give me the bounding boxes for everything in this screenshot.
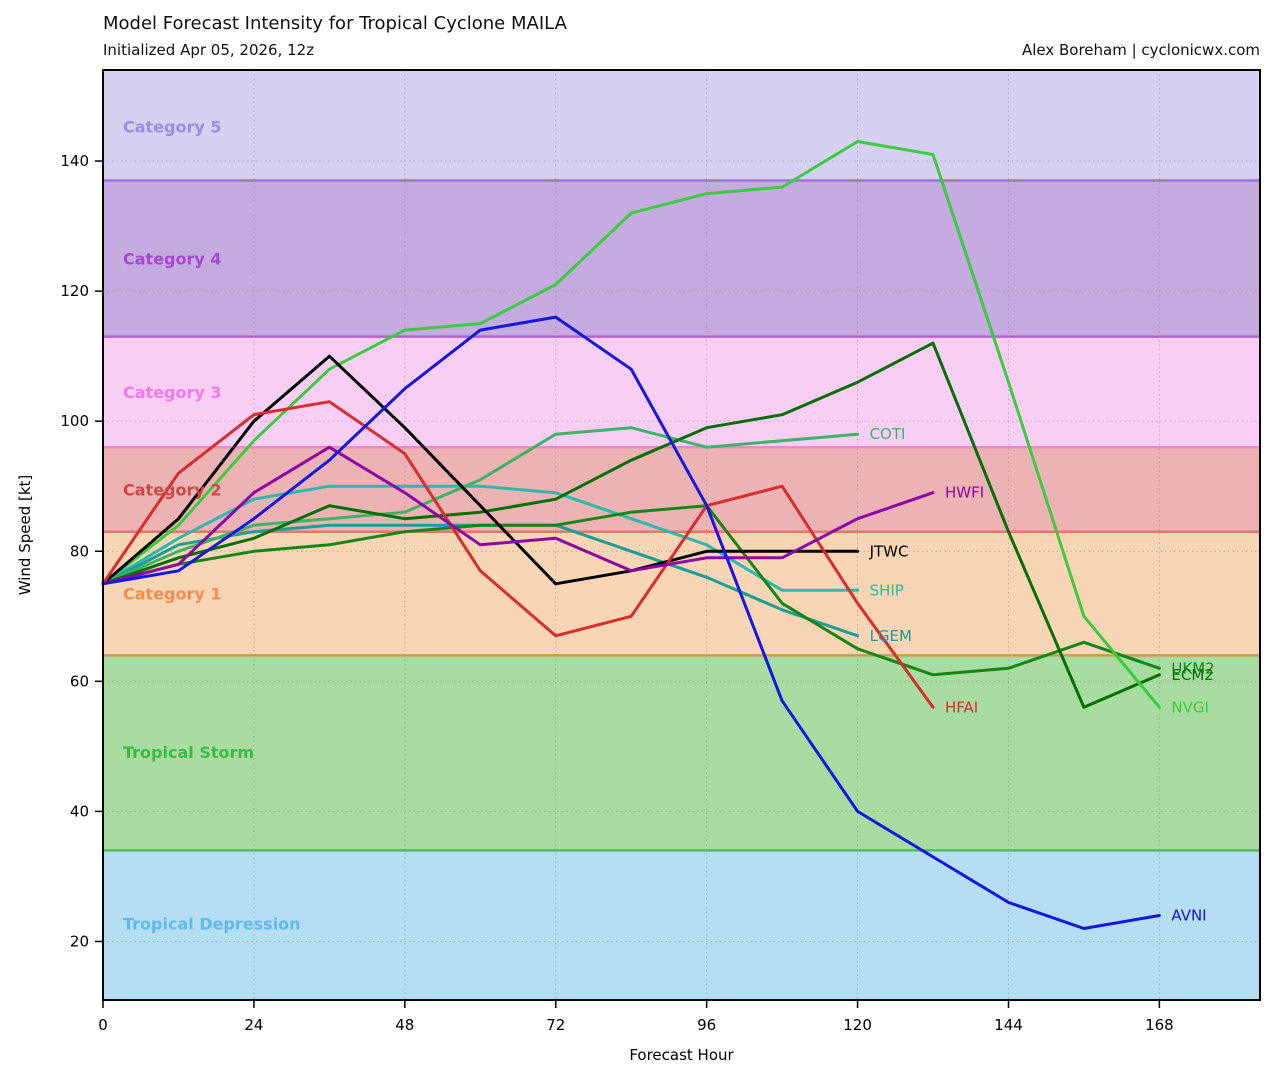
chart-subtitle: Initialized Apr 05, 2026, 12z <box>103 41 315 59</box>
x-tick-label-48: 48 <box>395 1016 414 1034</box>
y-tick-label-120: 120 <box>60 282 89 300</box>
series-line-ECM2 <box>101 341 1161 709</box>
x-tick-label-0: 0 <box>98 1016 108 1034</box>
series-line-UKM2 <box>101 504 1161 677</box>
x-tick-label-72: 72 <box>546 1016 565 1034</box>
series-label-UKM2: UKM2 <box>1171 659 1214 677</box>
series-label-AVNI: AVNI <box>1171 906 1206 924</box>
chart-title: Model Forecast Intensity for Tropical Cy… <box>103 13 567 34</box>
y-tick-label-100: 100 <box>60 412 89 430</box>
category-label-category-5: Category 5 <box>123 118 222 137</box>
band-category-3 <box>103 336 1260 448</box>
band-category-5 <box>103 70 1260 181</box>
series-label-ECM2: ECM2 <box>1171 666 1213 684</box>
series-label-SHIP: SHIP <box>870 581 904 599</box>
x-tick-label-168: 168 <box>1145 1016 1174 1034</box>
category-label-tropical-storm: Tropical Storm <box>123 743 254 762</box>
x-tick-label-144: 144 <box>994 1016 1023 1034</box>
series-label-LGEM: LGEM <box>870 627 912 645</box>
category-label-tropical-depression: Tropical Depression <box>123 914 301 933</box>
series-label-HWFI: HWFI <box>945 484 984 502</box>
band-tropical-storm <box>103 655 1260 851</box>
series-label-HFAI: HFAI <box>945 698 978 716</box>
series-label-JTWC: JTWC <box>869 542 909 560</box>
y-tick-label-20: 20 <box>70 932 89 950</box>
category-label-category-1: Category 1 <box>123 585 222 604</box>
y-tick-label-40: 40 <box>70 802 89 820</box>
series-line-AVNI <box>101 315 1161 930</box>
category-label-category-4: Category 4 <box>123 250 222 269</box>
y-tick-label-60: 60 <box>70 672 89 690</box>
y-tick-label-140: 140 <box>60 152 89 170</box>
plot-frame <box>102 69 1261 1001</box>
series-line-HFAI <box>101 400 935 709</box>
category-label-category-3: Category 3 <box>123 383 222 402</box>
band-category-1 <box>103 531 1260 656</box>
series-line-NVGI <box>101 140 1161 709</box>
y-tick-label-80: 80 <box>70 542 89 560</box>
series-line-COTI <box>101 426 860 586</box>
credit-attribution: Alex Boreham | cyclonicwx.com <box>1021 41 1260 59</box>
series-label-COTI: COTI <box>870 425 906 443</box>
band-category-4 <box>103 180 1260 337</box>
series-line-HWFI <box>101 445 935 586</box>
x-tick-label-120: 120 <box>843 1016 872 1034</box>
x-tick-label-96: 96 <box>697 1016 716 1034</box>
category-label-category-2: Category 2 <box>123 480 222 499</box>
x-axis-label: Forecast Hour <box>629 1046 734 1064</box>
series-label-NVGI: NVGI <box>1171 698 1209 716</box>
y-axis-label: Wind Speed [kt] <box>16 475 34 596</box>
series-line-JTWC <box>101 354 860 586</box>
band-tropical-depression <box>103 850 1260 1000</box>
x-tick-label-24: 24 <box>244 1016 263 1034</box>
series-line-SHIP <box>101 484 860 592</box>
